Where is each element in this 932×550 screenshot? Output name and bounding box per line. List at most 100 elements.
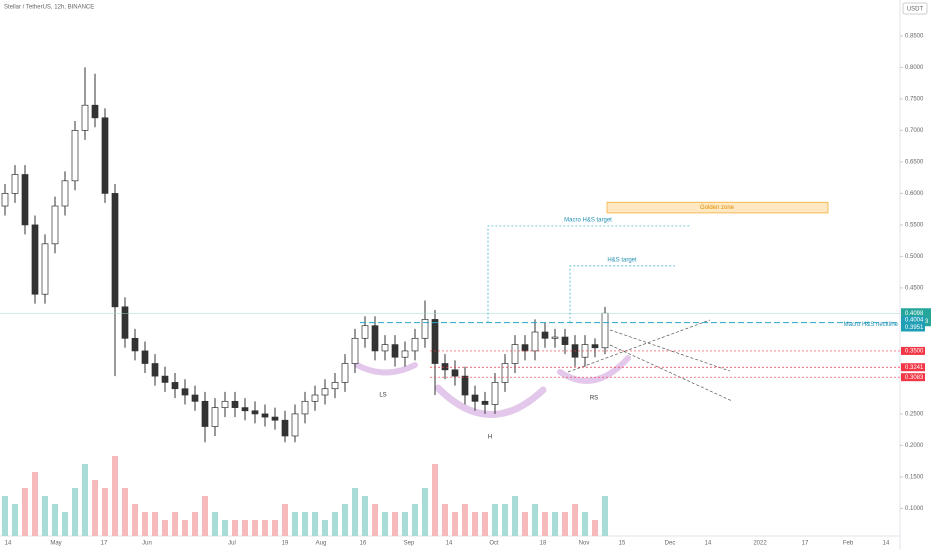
volume-bar bbox=[102, 488, 108, 536]
candle-body bbox=[401, 350, 409, 358]
golden-zone-label: Golden zone bbox=[700, 205, 735, 211]
volume-bar bbox=[222, 520, 228, 536]
x-tick-label: 18 bbox=[540, 541, 547, 547]
volume-bar bbox=[442, 504, 448, 536]
candle-body bbox=[531, 331, 539, 352]
volume-bar bbox=[402, 512, 408, 536]
pattern-label: H bbox=[488, 435, 492, 441]
golden-zone bbox=[606, 201, 829, 214]
candle-body bbox=[471, 394, 479, 402]
level-label: 0.3083 bbox=[905, 375, 924, 381]
volume-bar bbox=[392, 512, 398, 536]
candle-body bbox=[281, 419, 289, 437]
price-badge-label: 0.3951 bbox=[905, 325, 924, 331]
volume-bar bbox=[2, 496, 8, 536]
x-tick-label: 16 bbox=[360, 541, 367, 547]
candle-body bbox=[391, 344, 399, 358]
level-badge bbox=[901, 346, 925, 355]
volume-bar bbox=[472, 512, 478, 536]
volume-bar bbox=[82, 464, 88, 536]
ls-arc bbox=[354, 362, 418, 376]
candle-body bbox=[451, 369, 459, 377]
volume-bar bbox=[552, 512, 558, 536]
candle-body bbox=[161, 375, 169, 383]
candle-body bbox=[151, 363, 159, 377]
x-tick-label: Nov bbox=[579, 541, 590, 547]
candle-body bbox=[371, 325, 379, 352]
candle-body bbox=[181, 388, 189, 396]
x-tick-label: 17 bbox=[101, 541, 108, 547]
volume-bar bbox=[282, 504, 288, 536]
y-tick-label: 0.5000 bbox=[905, 254, 924, 260]
y-tick-label: 0.1500 bbox=[905, 474, 924, 480]
x-tick-label: 14 bbox=[446, 541, 453, 547]
y-tick-label: 0.7500 bbox=[905, 96, 924, 102]
candle-body bbox=[491, 382, 499, 405]
volume-bar bbox=[462, 504, 468, 536]
volume-bar bbox=[542, 512, 548, 536]
currency-box bbox=[902, 2, 928, 15]
pattern-label: LS bbox=[379, 393, 386, 399]
volume-bar bbox=[452, 512, 458, 536]
candle-body bbox=[131, 337, 139, 352]
volume-bar bbox=[72, 488, 78, 536]
candle-body bbox=[261, 413, 269, 418]
x-tick-label: 14 bbox=[5, 541, 12, 547]
candle-body bbox=[331, 382, 339, 390]
y-tick-label: 0.4500 bbox=[905, 285, 924, 291]
candle-body bbox=[381, 344, 389, 352]
volume-bar bbox=[512, 496, 518, 536]
volume-bar bbox=[312, 512, 318, 536]
volume-bar bbox=[342, 504, 348, 536]
candle-body bbox=[541, 331, 549, 339]
price-badge bbox=[901, 323, 925, 332]
x-tick-label: Sep bbox=[404, 541, 415, 547]
candle-body bbox=[501, 363, 509, 383]
volume-bar bbox=[422, 488, 428, 536]
volume-bar bbox=[192, 512, 198, 536]
candle-body bbox=[271, 416, 279, 421]
target-label: H&S target bbox=[607, 257, 637, 263]
x-tick-label: 19 bbox=[282, 541, 289, 547]
volume-bar bbox=[12, 504, 18, 536]
candle-body bbox=[121, 306, 129, 339]
rs-arc bbox=[557, 355, 631, 384]
x-tick-label: 14 bbox=[883, 541, 890, 547]
level-badge bbox=[901, 373, 925, 382]
neckline-label: Macro H&S neckline bbox=[844, 322, 899, 328]
volume-bar bbox=[272, 520, 278, 536]
volume-bar bbox=[52, 504, 58, 536]
y-tick-label: 0.1000 bbox=[905, 506, 924, 512]
volume-bar bbox=[482, 512, 488, 536]
volume-bar bbox=[572, 504, 578, 536]
candle-body bbox=[601, 312, 609, 349]
volume-bar bbox=[352, 488, 358, 536]
price-badge-label: 0.4004 bbox=[905, 318, 924, 324]
candle-body bbox=[291, 413, 299, 437]
volume-bar bbox=[142, 512, 148, 536]
candle-body bbox=[431, 319, 439, 364]
candle-body bbox=[311, 394, 319, 402]
x-tick-label: Feb bbox=[843, 541, 854, 547]
y-tick-label: 0.8000 bbox=[905, 65, 924, 71]
last-price-label: 0.4098 bbox=[905, 311, 924, 317]
x-tick-label: 17 bbox=[802, 541, 809, 547]
x-tick-label: Jun bbox=[142, 541, 152, 547]
candle-body bbox=[111, 193, 119, 308]
candle-body bbox=[31, 224, 39, 295]
volume-bar bbox=[362, 496, 368, 536]
volume-bar bbox=[602, 496, 608, 536]
volume-bar bbox=[32, 472, 38, 536]
macro-target-line bbox=[487, 225, 690, 323]
candle-body bbox=[101, 117, 109, 194]
volume-bar bbox=[182, 520, 188, 536]
candle-body bbox=[461, 375, 469, 396]
volume-bar bbox=[42, 496, 48, 536]
chart-title: Stellar / TetherUS, 12h, BINANCE bbox=[4, 5, 94, 11]
volume-bar bbox=[562, 512, 568, 536]
volume-bar bbox=[322, 520, 328, 536]
x-tick-label: Jul bbox=[228, 541, 236, 547]
candle-body bbox=[441, 363, 449, 371]
candle-body bbox=[91, 104, 99, 119]
